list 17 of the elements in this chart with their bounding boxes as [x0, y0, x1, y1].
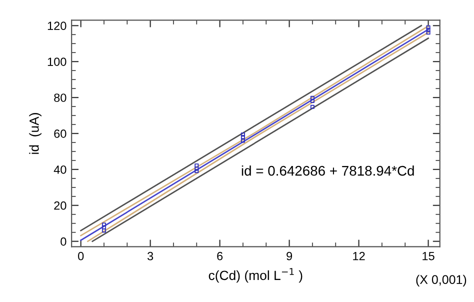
y-tick-label: 40	[54, 165, 66, 174]
x-tick-label: 3	[147, 252, 154, 260]
y-tick-label: 60	[54, 130, 66, 138]
text: (X 0,001)	[416, 274, 466, 286]
y-axis-title: id (uA)	[29, 113, 42, 154]
annotation: id = 0.642686 + 7818.94*Cd	[242, 166, 414, 176]
x-tick-label: 0	[78, 252, 84, 260]
y-tick-label: 80	[54, 94, 66, 102]
x-tick-label: 6	[217, 252, 223, 260]
x-tick-label: 12	[353, 252, 365, 260]
x-axis-title: c(Cd) (mol L$^{−1}$ )	[208, 268, 302, 283]
y-tick-label: 120	[48, 22, 66, 30]
y-tick-label: 0	[60, 237, 66, 246]
x-tick-label: 9	[286, 252, 292, 260]
y-tick-label: 20	[54, 201, 66, 210]
y-tick-label: 100	[48, 58, 66, 66]
x-tick-label: 15	[422, 252, 434, 260]
